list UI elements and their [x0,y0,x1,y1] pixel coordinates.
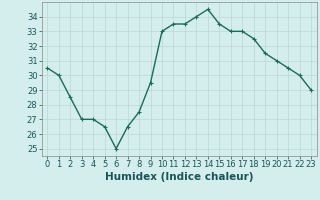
X-axis label: Humidex (Indice chaleur): Humidex (Indice chaleur) [105,172,253,182]
